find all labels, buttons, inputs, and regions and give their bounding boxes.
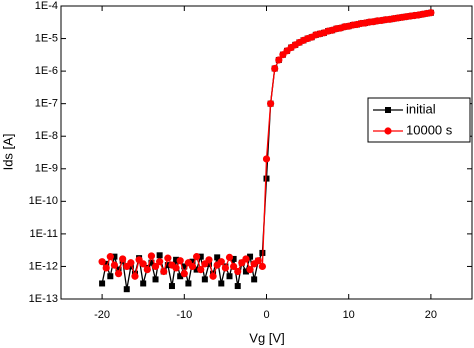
marker [147, 252, 156, 260]
marker [246, 265, 254, 274]
marker [115, 266, 122, 273]
marker [127, 259, 135, 267]
marker [251, 276, 258, 283]
marker [173, 256, 180, 263]
x-tick-label: -10 [176, 309, 192, 321]
legend-box [367, 97, 471, 143]
marker [197, 253, 204, 260]
marker [242, 268, 249, 275]
marker [267, 100, 275, 108]
series-line [101, 12, 432, 279]
marker [193, 253, 201, 261]
marker [214, 254, 221, 261]
marker [168, 283, 175, 290]
marker [185, 280, 192, 287]
marker [189, 258, 196, 265]
x-axis-label: Vg [V] [249, 330, 284, 345]
marker [106, 253, 114, 261]
marker [110, 261, 119, 269]
marker [230, 255, 237, 262]
marker [177, 273, 184, 280]
marker [156, 258, 164, 266]
marker [172, 264, 180, 272]
marker [143, 265, 151, 274]
y-tick-label: 1E-4 [35, 0, 58, 12]
legend-label: initial [406, 101, 436, 116]
legend-marker [385, 107, 391, 113]
marker [119, 255, 127, 263]
marker [164, 262, 171, 269]
marker [180, 270, 188, 278]
marker [148, 259, 155, 266]
marker [209, 272, 217, 280]
marker [197, 265, 205, 274]
marker [111, 253, 118, 260]
y-tick-label: 1E-10 [29, 195, 58, 207]
marker [181, 263, 188, 270]
marker [226, 273, 233, 280]
marker [107, 273, 114, 280]
marker [176, 257, 184, 265]
marker [234, 283, 241, 290]
x-tick-label: -20 [94, 309, 110, 321]
x-tick-label: 0 [263, 309, 269, 321]
marker [230, 262, 238, 271]
marker [152, 276, 159, 283]
marker [427, 9, 435, 17]
marker [127, 263, 134, 270]
x-tick-label: 20 [425, 309, 437, 321]
marker [156, 252, 163, 259]
marker [140, 280, 147, 287]
y-tick-label: 1E-11 [29, 228, 58, 240]
marker [98, 258, 106, 266]
marker [254, 257, 262, 265]
marker [164, 254, 172, 262]
y-axis-label: Ids [A] [0, 134, 15, 171]
marker [247, 253, 254, 260]
marker [205, 260, 212, 267]
marker [99, 280, 106, 287]
legend-marker [384, 127, 392, 135]
marker [131, 272, 139, 280]
y-tick-label: 1E-8 [35, 130, 58, 142]
marker [225, 253, 234, 261]
marker [218, 280, 225, 287]
y-tick-label: 1E-12 [29, 260, 58, 272]
marker [271, 64, 279, 73]
y-tick-label: 1E-6 [35, 65, 58, 77]
y-tick-label: 1E-13 [29, 293, 58, 305]
marker [201, 276, 208, 283]
marker [262, 155, 271, 163]
marker [102, 264, 110, 272]
marker [205, 256, 213, 264]
y-tick-label: 1E-7 [35, 98, 58, 110]
marker [160, 267, 168, 276]
marker [275, 56, 283, 64]
marker [234, 267, 242, 276]
x-tick-label: 10 [343, 309, 355, 321]
y-tick-label: 1E-9 [35, 163, 58, 175]
marker [217, 258, 225, 266]
marker [103, 260, 110, 267]
marker [188, 262, 197, 271]
marker [123, 286, 130, 293]
marker [258, 262, 266, 271]
marker [221, 264, 229, 272]
y-tick-label: 1E-5 [35, 32, 58, 44]
marker [193, 266, 200, 273]
marker [114, 270, 123, 278]
legend-label: 10000 s [406, 122, 453, 137]
marker [263, 175, 270, 182]
marker [242, 255, 250, 263]
marker [151, 262, 160, 271]
marker [139, 260, 147, 268]
